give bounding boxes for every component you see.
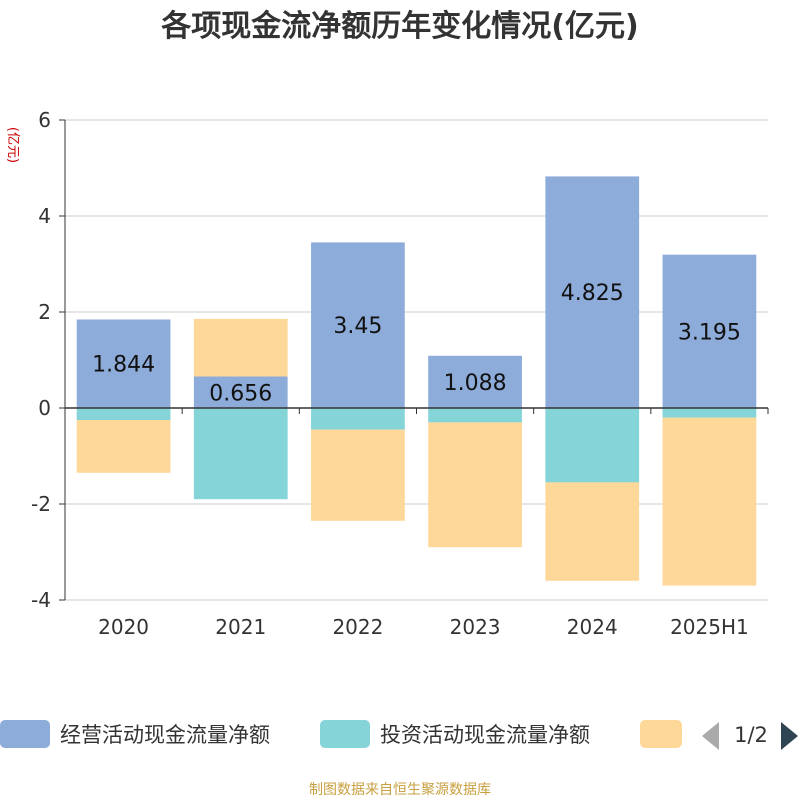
bar-series2[interactable] xyxy=(311,429,405,521)
x-tick-label: 2021 xyxy=(215,615,266,639)
bar-series2[interactable] xyxy=(76,420,171,473)
bar-series1[interactable] xyxy=(545,408,640,483)
bar-series0[interactable] xyxy=(311,242,405,408)
y-tick-label: 0 xyxy=(38,396,51,420)
legend-prev-arrow-icon[interactable] xyxy=(702,722,719,750)
y-tick-label: -4 xyxy=(31,588,51,612)
y-axis-unit: (亿元) xyxy=(5,127,20,163)
y-tick-label: 2 xyxy=(38,300,51,324)
bar-series0[interactable] xyxy=(662,254,757,408)
legend-item-2[interactable] xyxy=(640,720,682,748)
x-tick-label: 2025H1 xyxy=(670,615,749,639)
y-axis: -4 -2 0 2 4 6 xyxy=(31,108,66,612)
legend: 经营活动现金流量净额 投资活动现金流量净额 1/2 xyxy=(0,720,798,750)
x-tick-label: 2020 xyxy=(98,615,149,639)
y-tick-label: -2 xyxy=(31,492,51,516)
legend-swatch-1 xyxy=(320,720,370,748)
data-label: 1.088 xyxy=(444,371,507,396)
data-labels: 1.844 0.656 3.45 1.088 4.825 3.195 xyxy=(92,281,741,406)
bar-series2[interactable] xyxy=(545,482,640,581)
x-axis: 2020 2021 2022 2023 2024 2025H1 xyxy=(64,407,769,639)
legend-item-0[interactable]: 经营活动现金流量净额 xyxy=(0,720,270,748)
bar-series1[interactable] xyxy=(193,408,288,500)
legend-next-arrow-icon[interactable] xyxy=(781,722,798,750)
bars xyxy=(76,176,757,586)
x-tick-label: 2024 xyxy=(567,615,618,639)
bar-series0[interactable] xyxy=(428,355,522,408)
bar-series0[interactable] xyxy=(545,176,640,408)
data-source: 制图数据来自恒生聚源数据库 xyxy=(309,782,491,798)
data-label: 4.825 xyxy=(561,281,624,306)
grid-lines xyxy=(65,119,768,601)
bar-series0[interactable] xyxy=(76,319,171,408)
bar-series2[interactable] xyxy=(662,417,757,586)
legend-swatch-2 xyxy=(640,720,682,748)
legend-page-indicator: 1/2 xyxy=(734,723,768,747)
legend-item-1[interactable]: 投资活动现金流量净额 xyxy=(320,720,590,748)
y-tick-label: 4 xyxy=(38,204,51,228)
bar-series2[interactable] xyxy=(193,318,288,377)
bar-series1[interactable] xyxy=(76,408,171,420)
legend-label-1: 投资活动现金流量净额 xyxy=(380,723,590,747)
data-label: 0.656 xyxy=(209,381,272,406)
bar-series2[interactable] xyxy=(428,422,522,548)
bar-series1[interactable] xyxy=(428,408,522,423)
legend-swatch-0 xyxy=(0,720,50,748)
bar-series0[interactable] xyxy=(193,376,288,408)
bar-series1[interactable] xyxy=(311,408,405,430)
chart-title: 各项现金流净额历年变化情况(亿元) xyxy=(160,9,638,44)
legend-label-0: 经营活动现金流量净额 xyxy=(60,723,270,747)
x-tick-label: 2022 xyxy=(332,615,383,639)
x-tick-label: 2023 xyxy=(450,615,501,639)
bar-series1[interactable] xyxy=(662,408,757,418)
y-tick-label: 6 xyxy=(38,108,51,132)
data-label: 1.844 xyxy=(92,353,155,378)
data-label: 3.45 xyxy=(333,314,382,339)
data-label: 3.195 xyxy=(678,320,741,345)
